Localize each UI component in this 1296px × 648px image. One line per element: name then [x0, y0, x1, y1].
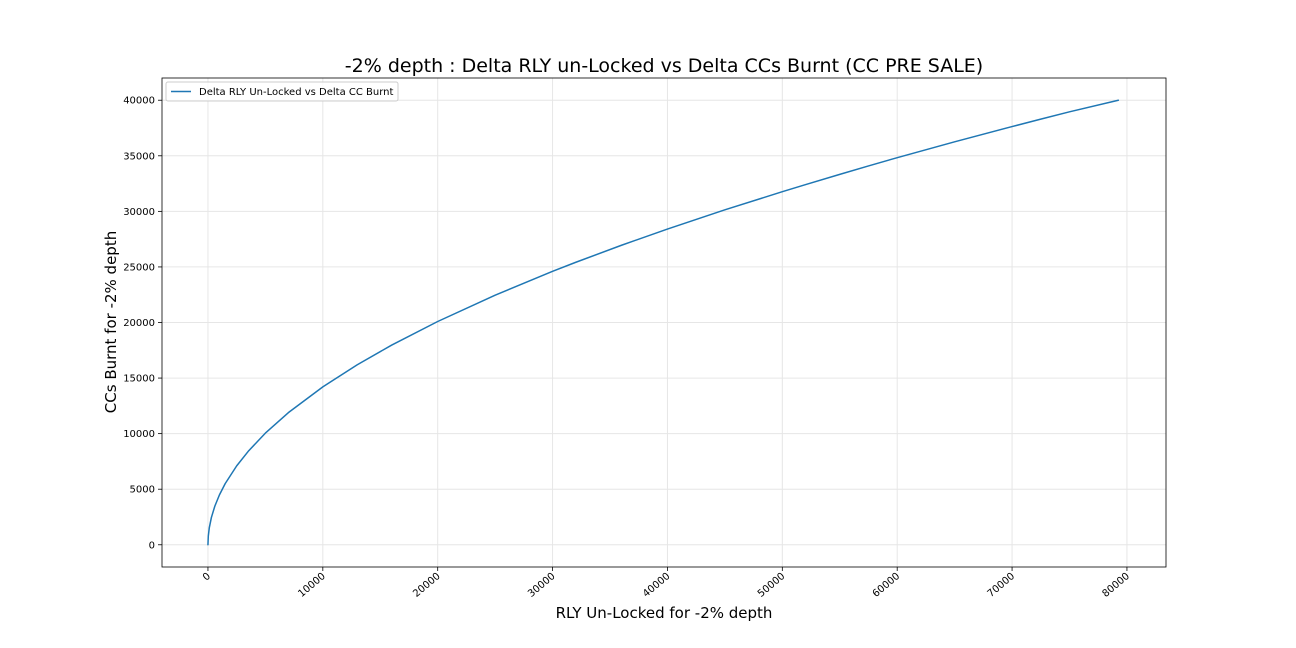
x-tick-label: 50000 [756, 571, 787, 600]
x-tick-label: 0 [201, 571, 213, 584]
x-tick-label: 70000 [986, 571, 1017, 600]
chart-title: -2% depth : Delta RLY un-Locked vs Delta… [345, 55, 983, 77]
y-tick-label: 25000 [123, 262, 155, 273]
y-tick-label: 40000 [123, 96, 155, 107]
series-layer [207, 99, 1120, 546]
x-tick-label: 80000 [1100, 571, 1131, 600]
x-tick-label: 20000 [411, 571, 442, 600]
y-tick-label: 0 [149, 540, 155, 551]
y-tick-label: 10000 [123, 429, 155, 440]
y-tick-label: 35000 [123, 151, 155, 162]
y-axis-label: CCs Burnt for -2% depth [102, 231, 120, 413]
legend: Delta RLY Un-Locked vs Delta CC Burnt [165, 81, 399, 102]
series-line-0 [207, 99, 1120, 546]
y-tick-label: 20000 [123, 318, 155, 329]
x-tick-label: 30000 [526, 571, 557, 600]
y-tick-label: 30000 [123, 207, 155, 218]
x-tick-label: 60000 [871, 571, 902, 600]
tick-layer: 0 10000 20000 30000 40000 50000 60000 70000 8000… [123, 96, 1132, 600]
x-tick-label: 40000 [641, 571, 672, 600]
y-tick-label: 5000 [130, 485, 155, 496]
legend-box [165, 81, 399, 102]
legend-label: Delta RLY Un-Locked vs Delta CC Burnt [199, 87, 394, 98]
x-tick-label: 10000 [296, 571, 327, 600]
x-axis-label: RLY Un-Locked for -2% depth [556, 604, 773, 622]
y-tick-label: 15000 [123, 374, 155, 385]
grid-layer [162, 78, 1166, 567]
